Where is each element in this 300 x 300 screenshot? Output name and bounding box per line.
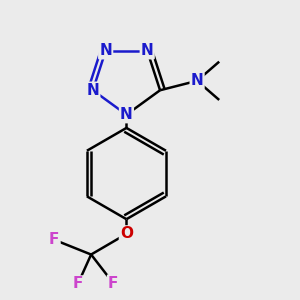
- Text: N: N: [141, 43, 154, 58]
- Text: F: F: [108, 276, 119, 291]
- Text: N: N: [120, 107, 133, 122]
- Text: F: F: [49, 232, 59, 247]
- Text: N: N: [86, 83, 99, 98]
- Text: N: N: [99, 43, 112, 58]
- Text: N: N: [191, 73, 203, 88]
- Text: F: F: [73, 277, 83, 292]
- Text: O: O: [120, 226, 133, 242]
